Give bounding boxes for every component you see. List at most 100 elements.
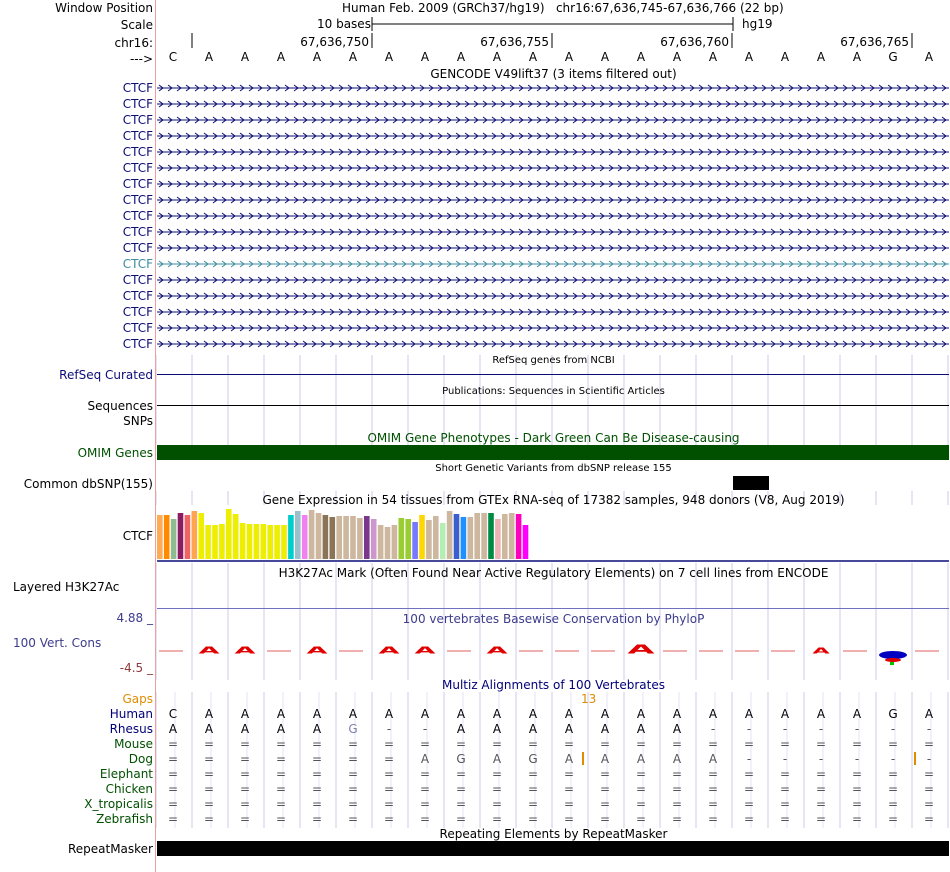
multiz-species-label[interactable]: Dog bbox=[128, 752, 153, 766]
gtex-tissue-bar[interactable] bbox=[163, 515, 170, 559]
gencode-transcript-label[interactable]: CTCF bbox=[122, 209, 153, 223]
gtex-tissue-bar[interactable] bbox=[232, 514, 239, 559]
gtex-tissue-bar[interactable] bbox=[226, 509, 232, 559]
gtex-tissue-bar[interactable] bbox=[301, 515, 308, 559]
gtex-tissue-bar[interactable] bbox=[308, 510, 315, 559]
gtex-tissue-bar[interactable] bbox=[315, 513, 322, 559]
gencode-transcript-label[interactable]: CTCF bbox=[122, 81, 153, 95]
gtex-tissue-bar[interactable] bbox=[281, 525, 287, 559]
gencode-transcript-label[interactable]: CTCF bbox=[122, 321, 153, 335]
gencode-transcript-label[interactable]: CTCF bbox=[122, 97, 153, 111]
gencode-transcript-label[interactable]: CTCF bbox=[122, 289, 153, 303]
omim-bar[interactable] bbox=[157, 445, 949, 460]
gencode-transcript-label[interactable]: CTCF bbox=[122, 241, 153, 255]
pubs-sequences-label[interactable]: Sequences bbox=[87, 399, 153, 413]
gtex-tissue-bar[interactable] bbox=[405, 519, 411, 559]
gtex-tissue-bar[interactable] bbox=[212, 525, 218, 559]
multiz-species-label[interactable]: Mouse bbox=[114, 737, 153, 751]
multiz-base: G bbox=[456, 752, 465, 766]
multiz-species-label[interactable]: Rhesus bbox=[109, 722, 153, 736]
gtex-tissue-bar[interactable] bbox=[433, 516, 439, 559]
gtex-tissue-bar[interactable] bbox=[481, 513, 487, 559]
gtex-tissue-bar[interactable] bbox=[170, 519, 177, 559]
h3k27ac-label[interactable]: Layered H3K27Ac bbox=[13, 580, 120, 594]
gtex-tissue-bar[interactable] bbox=[260, 524, 267, 559]
multiz-species-label[interactable]: Zebrafish bbox=[96, 812, 153, 826]
gtex-tissue-bar[interactable] bbox=[453, 514, 460, 559]
multiz-species-label[interactable]: X_tropicalis bbox=[84, 797, 153, 811]
gtex-tissue-bar[interactable] bbox=[267, 525, 273, 559]
gtex-tissue-bar[interactable] bbox=[522, 525, 529, 559]
gtex-tissue-bar[interactable] bbox=[412, 522, 418, 559]
gtex-tissue-bar[interactable] bbox=[157, 515, 163, 559]
gencode-transcript-label[interactable]: CTCF bbox=[122, 273, 153, 287]
gtex-tissue-bar[interactable] bbox=[426, 520, 432, 559]
gtex-tissue-bar[interactable] bbox=[246, 524, 253, 559]
gtex-tissue-bar[interactable] bbox=[288, 515, 294, 559]
gencode-transcript-label[interactable]: CTCF bbox=[122, 305, 153, 319]
gtex-tissue-bar[interactable] bbox=[474, 513, 480, 559]
gtex-tissue-bar[interactable] bbox=[446, 511, 453, 559]
omim-label[interactable]: OMIM Genes bbox=[77, 446, 153, 460]
gtex-tissue-bar[interactable] bbox=[253, 524, 260, 559]
gencode-transcript-label[interactable]: CTCF bbox=[122, 129, 153, 143]
gtex-tissue-bar[interactable] bbox=[322, 515, 329, 559]
gtex-tissue-bar[interactable] bbox=[219, 524, 225, 559]
phylop-label[interactable]: 100 Vert. Cons bbox=[13, 636, 102, 650]
gencode-transcript-label[interactable]: CTCF bbox=[122, 193, 153, 207]
gtex-tissue-bar[interactable] bbox=[350, 516, 356, 559]
gtex-tissue-bar[interactable] bbox=[439, 523, 446, 559]
gtex-tissue-bar[interactable] bbox=[205, 525, 211, 559]
dbsnp-variant[interactable] bbox=[733, 476, 769, 490]
gtex-tissue-bar[interactable] bbox=[419, 515, 425, 559]
gencode-transcript-label[interactable]: CTCF bbox=[122, 161, 153, 175]
gtex-tissue-bar[interactable] bbox=[198, 513, 204, 559]
gtex-tissue-bar[interactable] bbox=[377, 525, 384, 559]
multiz-species-label[interactable]: Human bbox=[109, 707, 153, 721]
gtex-tissue-bar[interactable] bbox=[384, 527, 391, 559]
gtex-tissue-bar[interactable] bbox=[508, 513, 515, 559]
phylop-graph[interactable]: A A A A A A A A bbox=[0, 0, 950, 680]
h3k27ac-baseline bbox=[157, 608, 949, 609]
multiz-base: A bbox=[817, 707, 826, 721]
gtex-tissue-bar[interactable] bbox=[502, 514, 508, 559]
gtex-tissue-bar[interactable] bbox=[239, 523, 246, 559]
gtex-tissue-bar[interactable] bbox=[398, 518, 405, 559]
pubs-snps-label[interactable]: SNPs bbox=[123, 414, 153, 428]
gtex-tissue-bar[interactable] bbox=[391, 525, 398, 559]
gtex-label[interactable]: CTCF bbox=[122, 529, 153, 543]
multiz-species-label[interactable]: Chicken bbox=[105, 782, 153, 796]
gtex-tissue-bar[interactable] bbox=[460, 517, 467, 559]
gtex-bars[interactable] bbox=[0, 505, 950, 563]
gencode-transcript-label[interactable]: CTCF bbox=[122, 177, 153, 191]
gtex-tissue-bar[interactable] bbox=[364, 516, 370, 559]
gtex-tissue-bar[interactable] bbox=[336, 516, 342, 559]
gencode-transcript-label[interactable]: CTCF bbox=[122, 337, 153, 351]
repeatmasker-label[interactable]: RepeatMasker bbox=[67, 842, 153, 856]
gencode-transcript-label[interactable]: CTCF bbox=[122, 145, 153, 159]
multiz-alignment[interactable]: C A A A A A A A A A A A A A A A A A A A G AA A A A A G - - A A A A A A A - - -… bbox=[0, 0, 950, 830]
gtex-tissue-bar[interactable] bbox=[467, 517, 474, 559]
gencode-transcript-label[interactable]: CTCF bbox=[122, 257, 153, 271]
gtex-tissue-bar[interactable] bbox=[488, 513, 494, 559]
gtex-tissue-bar[interactable] bbox=[343, 516, 349, 559]
gtex-tissue-bar[interactable] bbox=[177, 513, 184, 559]
multiz-species-label[interactable]: Elephant bbox=[99, 767, 153, 781]
dbsnp-label[interactable]: Common dbSNP(155) bbox=[23, 477, 153, 491]
gtex-tissue-bar[interactable] bbox=[295, 511, 301, 559]
gtex-tissue-bar[interactable] bbox=[370, 519, 377, 559]
gencode-transcript-label[interactable]: CTCF bbox=[122, 225, 153, 239]
gtex-tissue-bar[interactable] bbox=[357, 518, 363, 559]
gencode-transcript-label[interactable]: CTCF bbox=[122, 113, 153, 127]
refseq-label[interactable]: RefSeq Curated bbox=[59, 368, 153, 382]
gtex-tissue-bar[interactable] bbox=[191, 511, 198, 559]
gtex-tissue-bar[interactable] bbox=[515, 514, 522, 559]
gtex-tissue-bar[interactable] bbox=[329, 517, 336, 559]
gtex-tissue-bar[interactable] bbox=[495, 519, 501, 559]
gtex-tissue-bar[interactable] bbox=[274, 525, 280, 559]
ruler-base: A bbox=[709, 50, 718, 64]
gtex-tissue-bar[interactable] bbox=[184, 515, 191, 559]
multiz-base: = bbox=[204, 797, 214, 811]
repeatmasker-bar[interactable] bbox=[157, 841, 949, 856]
